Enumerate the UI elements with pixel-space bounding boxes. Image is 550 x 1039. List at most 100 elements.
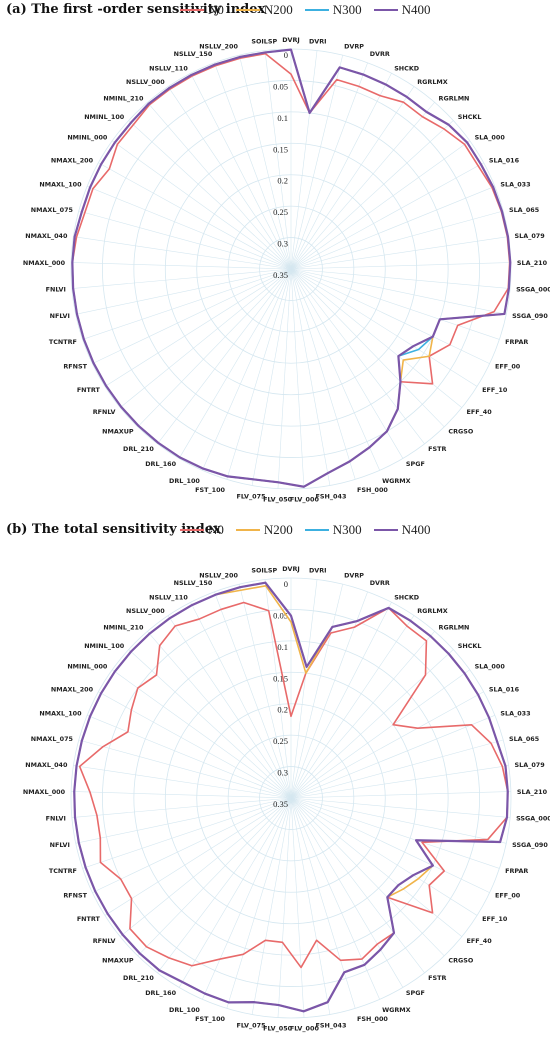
category-label-sla-065: SLA_065 xyxy=(509,206,539,214)
grid-spoke-sla-000 xyxy=(290,140,470,270)
grid-spoke-drl-160 xyxy=(178,268,292,459)
category-label-sla-079: SLA_079 xyxy=(515,232,546,240)
category-label-fstr: FSTR xyxy=(428,974,446,982)
grid-spoke-soilsp xyxy=(264,50,292,270)
category-label-nsllv-110: NSLLV_110 xyxy=(149,593,188,601)
category-label-nminl-100: NMINL_100 xyxy=(84,113,125,121)
radial-tick-label: 0.3 xyxy=(277,239,288,249)
category-label-shckd: SHCKD xyxy=(394,593,419,601)
legend-item-n400: N400 xyxy=(373,2,431,18)
category-labels: DVRJ DVRI DVRP DVRR SHCKD RGRLMX RGRLMN SHCKL SL… xyxy=(23,36,550,504)
series-group xyxy=(73,581,509,1013)
radial-tick-label: 0.05 xyxy=(273,81,288,91)
grid-spoke-nmaxl-075 xyxy=(78,739,292,799)
panel-title-a: (a) The first -order sensitivity index xyxy=(6,2,266,17)
radial-tick-label: 0.15 xyxy=(273,144,288,154)
category-label-drl-210: DRL_210 xyxy=(123,974,154,982)
category-label-dvrj: DVRJ xyxy=(282,565,300,573)
category-label-nmaxl-100: NMAXL_100 xyxy=(39,181,82,189)
category-label-fntrt: FNTRT xyxy=(77,915,101,923)
category-label-dvrp: DVRP xyxy=(344,42,364,50)
category-label-sla-210: SLA_210 xyxy=(517,788,548,796)
grid-spoke-drl-210 xyxy=(157,797,292,974)
grid-spoke-fsh-000 xyxy=(290,268,356,480)
grid-spoke-crgso xyxy=(290,797,445,957)
category-label-fst-100: FST_100 xyxy=(195,1015,225,1023)
category-label-eff-00: EFF_00 xyxy=(495,363,521,371)
grid-spoke-flv-000 xyxy=(290,797,305,1018)
grid-spoke-nmaxl-000 xyxy=(71,262,292,270)
category-label-fnlvi: FNLVI xyxy=(46,815,66,823)
category-label-fstr: FSTR xyxy=(428,445,446,453)
category-label-sla-016: SLA_016 xyxy=(489,685,520,693)
radial-tick-label: 0.35 xyxy=(273,270,288,280)
category-label-nmaxl-075: NMAXL_075 xyxy=(31,735,73,743)
grid-spoke-frpar xyxy=(290,268,500,340)
radial-tick-label: 0.2 xyxy=(277,176,288,186)
grid-spoke-rgrlmx xyxy=(290,615,415,799)
legend-label-n200: N200 xyxy=(263,522,293,537)
radial-tick-label: 0 xyxy=(284,50,288,60)
grid-spoke-eff-10 xyxy=(290,268,478,387)
grid-spoke-dvrr xyxy=(290,62,368,270)
radial-ticks: 0 0.05 0.1 0.15 0.2 0.25 0.3 0.35 xyxy=(273,579,288,809)
legend-b: N0 N200 N300 N400 xyxy=(180,522,431,538)
grid-spoke-nsllv-000 xyxy=(167,615,292,799)
legend-label-n300: N300 xyxy=(332,2,362,17)
grid-spoke-rgrlmn xyxy=(290,631,435,799)
category-label-spgf: SPGF xyxy=(406,989,425,997)
panel-title-b: (b) The total sensitivity index xyxy=(6,522,221,537)
grid-spoke-nminl-100 xyxy=(128,649,292,799)
radial-tick-label: 0.3 xyxy=(277,768,288,778)
grid-spoke-drl-100 xyxy=(202,797,292,1000)
grid-spoke-nmaxl-000 xyxy=(71,791,292,799)
category-label-dvrr: DVRR xyxy=(370,579,390,587)
grid-spoke-tcntrf xyxy=(82,797,292,869)
legend-label-n0: N0 xyxy=(208,2,224,17)
grid-spoke-nsllv-110 xyxy=(190,73,292,270)
category-label-tcntrf: TCNTRF xyxy=(49,867,77,875)
category-label-frpar: FRPAR xyxy=(505,867,528,875)
grid-spoke-eff-00 xyxy=(290,797,490,893)
category-label-nmaxl-075: NMAXL_075 xyxy=(31,206,73,214)
grid-spoke-ssga-090 xyxy=(290,268,507,315)
category-label-nsllv-110: NSLLV_110 xyxy=(149,64,188,72)
radial-tick-label: 0.15 xyxy=(273,673,288,683)
grid-spoke-sla-016 xyxy=(290,162,484,270)
grid-spoke-nmaxl-040 xyxy=(73,236,292,270)
category-label-drl-100: DRL_100 xyxy=(169,477,200,485)
category-label-rgrlmn: RGRLMN xyxy=(439,94,470,102)
legend-swatch-n300 xyxy=(304,529,329,531)
grid-spoke-sla-079 xyxy=(290,236,509,270)
category-label-flv-075: FLV_075 xyxy=(236,1021,265,1029)
grid-spoke-rfnst xyxy=(92,268,292,364)
category-label-sla-000: SLA_000 xyxy=(475,134,506,142)
category-label-nmaxl-000: NMAXL_000 xyxy=(23,259,66,267)
grid-spoke-sla-000 xyxy=(290,669,470,799)
category-label-nsllv-150: NSLLV_150 xyxy=(174,50,213,58)
legend-swatch-n300 xyxy=(304,9,329,11)
grid-spoke-fsh-043 xyxy=(290,797,331,1015)
grid-spoke-nminl-000 xyxy=(112,140,292,270)
category-label-nminl-100: NMINL_100 xyxy=(84,642,125,650)
category-label-fsh-043: FSH_043 xyxy=(316,492,347,500)
radial-tick-label: 0.2 xyxy=(277,705,288,715)
legend-swatch-n0 xyxy=(180,9,204,11)
grid-spoke-rfnlv xyxy=(119,268,292,408)
grid-spoke-spgf xyxy=(290,797,404,988)
category-label-nmaxl-000: NMAXL_000 xyxy=(23,788,66,796)
legend-swatch-n200 xyxy=(235,9,260,11)
legend-item-n200: N200 xyxy=(235,2,293,18)
legend-label-n300: N300 xyxy=(332,522,362,537)
category-label-frpar: FRPAR xyxy=(505,338,528,346)
category-label-flv-050: FLV_050 xyxy=(263,496,293,504)
legend-item-n400: N400 xyxy=(373,522,431,538)
legend-item-n0: N0 xyxy=(180,2,224,18)
category-label-ssga-090: SSGA_090 xyxy=(512,841,548,849)
grid-spoke-fntrt xyxy=(104,797,292,916)
category-label-tcntrf: TCNTRF xyxy=(49,338,77,346)
legend-swatch-n400 xyxy=(373,529,398,531)
category-label-fnlvi: FNLVI xyxy=(46,286,66,294)
grid-spoke-nmaxup xyxy=(137,268,292,428)
